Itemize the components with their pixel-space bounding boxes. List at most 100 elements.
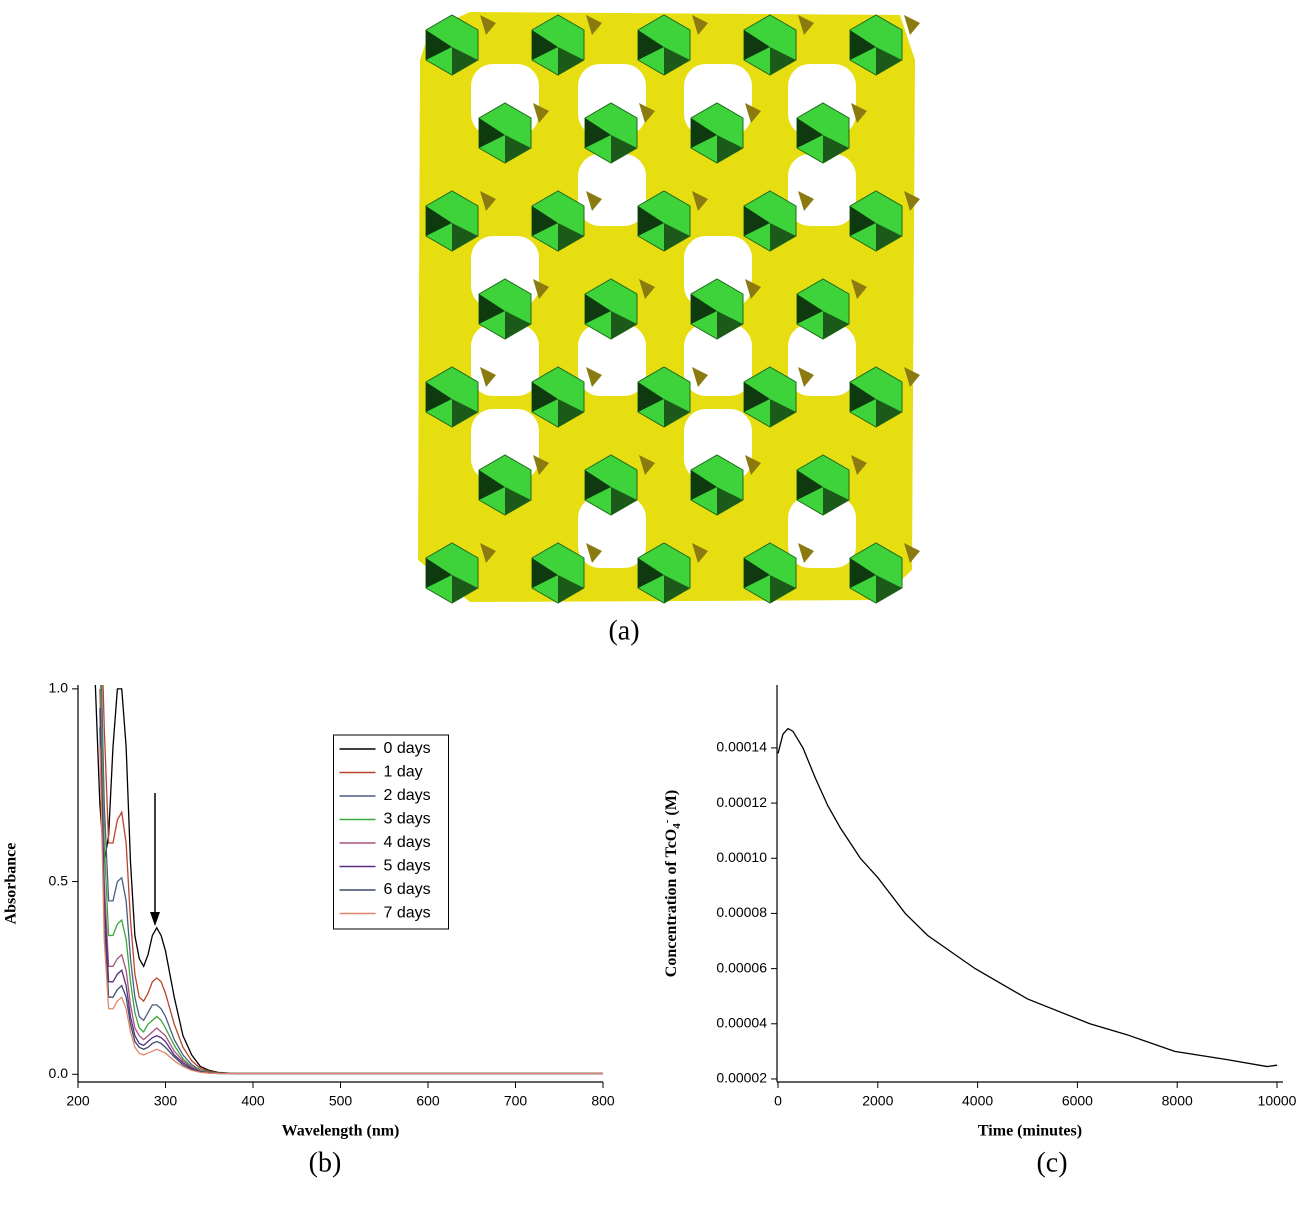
legend-label: 5 days xyxy=(384,858,431,875)
y-tick-label: 0.00010 xyxy=(716,849,767,865)
x-tick-label: 800 xyxy=(591,1093,615,1109)
arrow-annotation xyxy=(150,793,160,926)
tetrahedron xyxy=(533,455,549,475)
series-line xyxy=(777,727,1278,1068)
octahedron-face xyxy=(638,382,664,412)
tetrahedron xyxy=(851,455,867,475)
octahedron-face xyxy=(505,135,531,163)
octahedron-face xyxy=(532,206,558,236)
legend-label: 1 day xyxy=(384,764,423,781)
y-tick-label: 0.5 xyxy=(49,872,69,888)
tetrahedron xyxy=(851,279,867,299)
framework xyxy=(418,12,915,602)
tetrahedron xyxy=(904,191,920,211)
panel-caption: (b) xyxy=(309,1147,342,1178)
octahedron-face xyxy=(638,30,664,60)
tetrahedron xyxy=(586,15,602,35)
octahedron-face xyxy=(797,118,823,148)
tetrahedron xyxy=(745,279,761,299)
octahedron-face xyxy=(611,487,637,515)
octahedron-face xyxy=(585,470,611,500)
octahedron-face xyxy=(611,135,637,163)
tetrahedron xyxy=(480,191,496,211)
octahedron-face xyxy=(770,47,796,75)
tetrahedron xyxy=(586,191,602,211)
octahedron-face xyxy=(664,223,690,251)
series-line xyxy=(99,746,603,1075)
legend-label: 0 days xyxy=(384,740,431,757)
x-tick-label: 10000 xyxy=(1258,1093,1297,1109)
octahedron-face xyxy=(611,311,637,339)
y-tick-label: 1.0 xyxy=(49,680,69,696)
octahedron-face xyxy=(664,575,690,603)
x-tick-label: 500 xyxy=(329,1093,353,1109)
tetrahedron xyxy=(639,455,655,475)
tetrahedron xyxy=(904,543,920,563)
octahedron-face xyxy=(638,558,664,588)
octahedron-face xyxy=(823,135,849,163)
octahedron-face xyxy=(850,30,876,60)
tetrahedron xyxy=(692,367,708,387)
octahedron-face xyxy=(505,487,531,515)
octahedron-face xyxy=(558,399,584,427)
octahedron-face xyxy=(479,470,505,500)
tetrahedron xyxy=(480,15,496,35)
octahedron-face xyxy=(558,47,584,75)
panel-caption: (a) xyxy=(608,615,639,646)
octahedron-face xyxy=(426,558,452,588)
octahedron-face xyxy=(797,294,823,324)
tetrahedron xyxy=(639,279,655,299)
y-axis-title: Absorbance xyxy=(3,843,20,925)
tetrahedron xyxy=(533,279,549,299)
octahedron-face xyxy=(744,30,770,60)
y-tick-label: 0.0 xyxy=(49,1065,69,1081)
octahedron-face xyxy=(638,206,664,236)
tetrahedron xyxy=(904,15,920,35)
tetrahedron xyxy=(692,543,708,563)
octahedron-face xyxy=(770,575,796,603)
octahedron-face xyxy=(558,575,584,603)
octahedron-face xyxy=(850,558,876,588)
octahedron-face xyxy=(426,30,452,60)
octahedron-face xyxy=(744,558,770,588)
y-tick-label: 0.00008 xyxy=(716,904,767,920)
octahedron-face xyxy=(452,47,478,75)
octahedron-face xyxy=(744,382,770,412)
y-tick-label: 0.00012 xyxy=(716,794,767,810)
octahedron-face xyxy=(823,311,849,339)
octahedron-face xyxy=(585,118,611,148)
octahedron-face xyxy=(452,575,478,603)
tetrahedron xyxy=(480,367,496,387)
y-tick-label: 0.00004 xyxy=(716,1014,767,1030)
octahedron-face xyxy=(532,382,558,412)
octahedron-face xyxy=(770,223,796,251)
x-tick-label: 6000 xyxy=(1062,1093,1093,1109)
x-tick-label: 0 xyxy=(774,1093,782,1109)
legend-label: 7 days xyxy=(384,905,431,922)
octahedron-face xyxy=(717,311,743,339)
octahedron-face xyxy=(426,206,452,236)
y-axis-title-part: Concentration of TcO xyxy=(663,829,680,977)
x-axis-title: Wavelength (nm) xyxy=(282,1123,400,1140)
tetrahedron xyxy=(692,15,708,35)
octahedron-face xyxy=(479,294,505,324)
x-tick-label: 600 xyxy=(416,1093,440,1109)
x-tick-label: 8000 xyxy=(1162,1093,1193,1109)
legend-label: 4 days xyxy=(384,834,431,851)
x-tick-label: 2000 xyxy=(862,1093,893,1109)
y-tick-label: 0.00014 xyxy=(716,739,767,755)
pore xyxy=(471,409,539,481)
y-axis-title-part: (M) xyxy=(663,790,680,820)
x-tick-label: 400 xyxy=(241,1093,265,1109)
tetrahedron xyxy=(639,103,655,123)
octahedron-face xyxy=(426,382,452,412)
pore xyxy=(788,154,856,226)
tetrahedron xyxy=(533,103,549,123)
octahedron-face xyxy=(505,311,531,339)
y-tick-label: 0.00002 xyxy=(716,1070,767,1086)
octahedron-face xyxy=(850,206,876,236)
octahedron-face xyxy=(850,382,876,412)
octahedron-face xyxy=(876,575,902,603)
octahedron-face xyxy=(691,470,717,500)
